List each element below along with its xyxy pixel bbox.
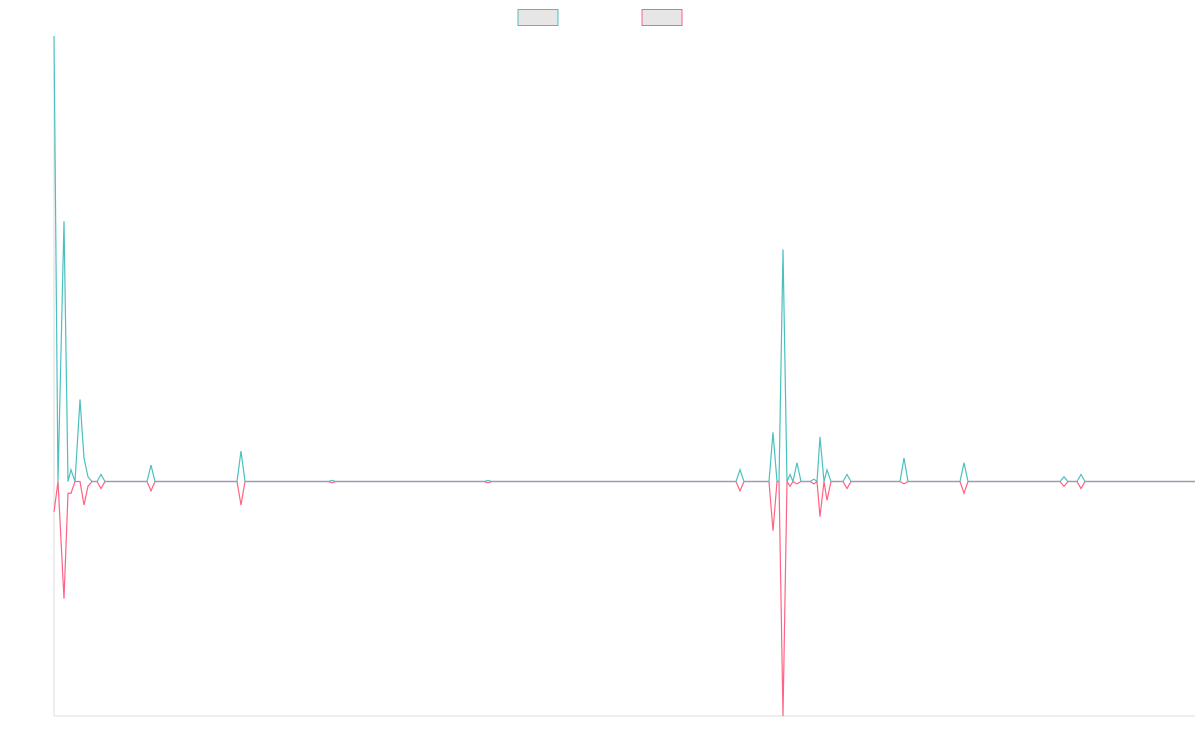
series-line xyxy=(53,479,1195,717)
legend-swatch[interactable] xyxy=(641,9,683,26)
legend-swatch[interactable] xyxy=(517,9,559,26)
series-line xyxy=(53,35,1195,484)
